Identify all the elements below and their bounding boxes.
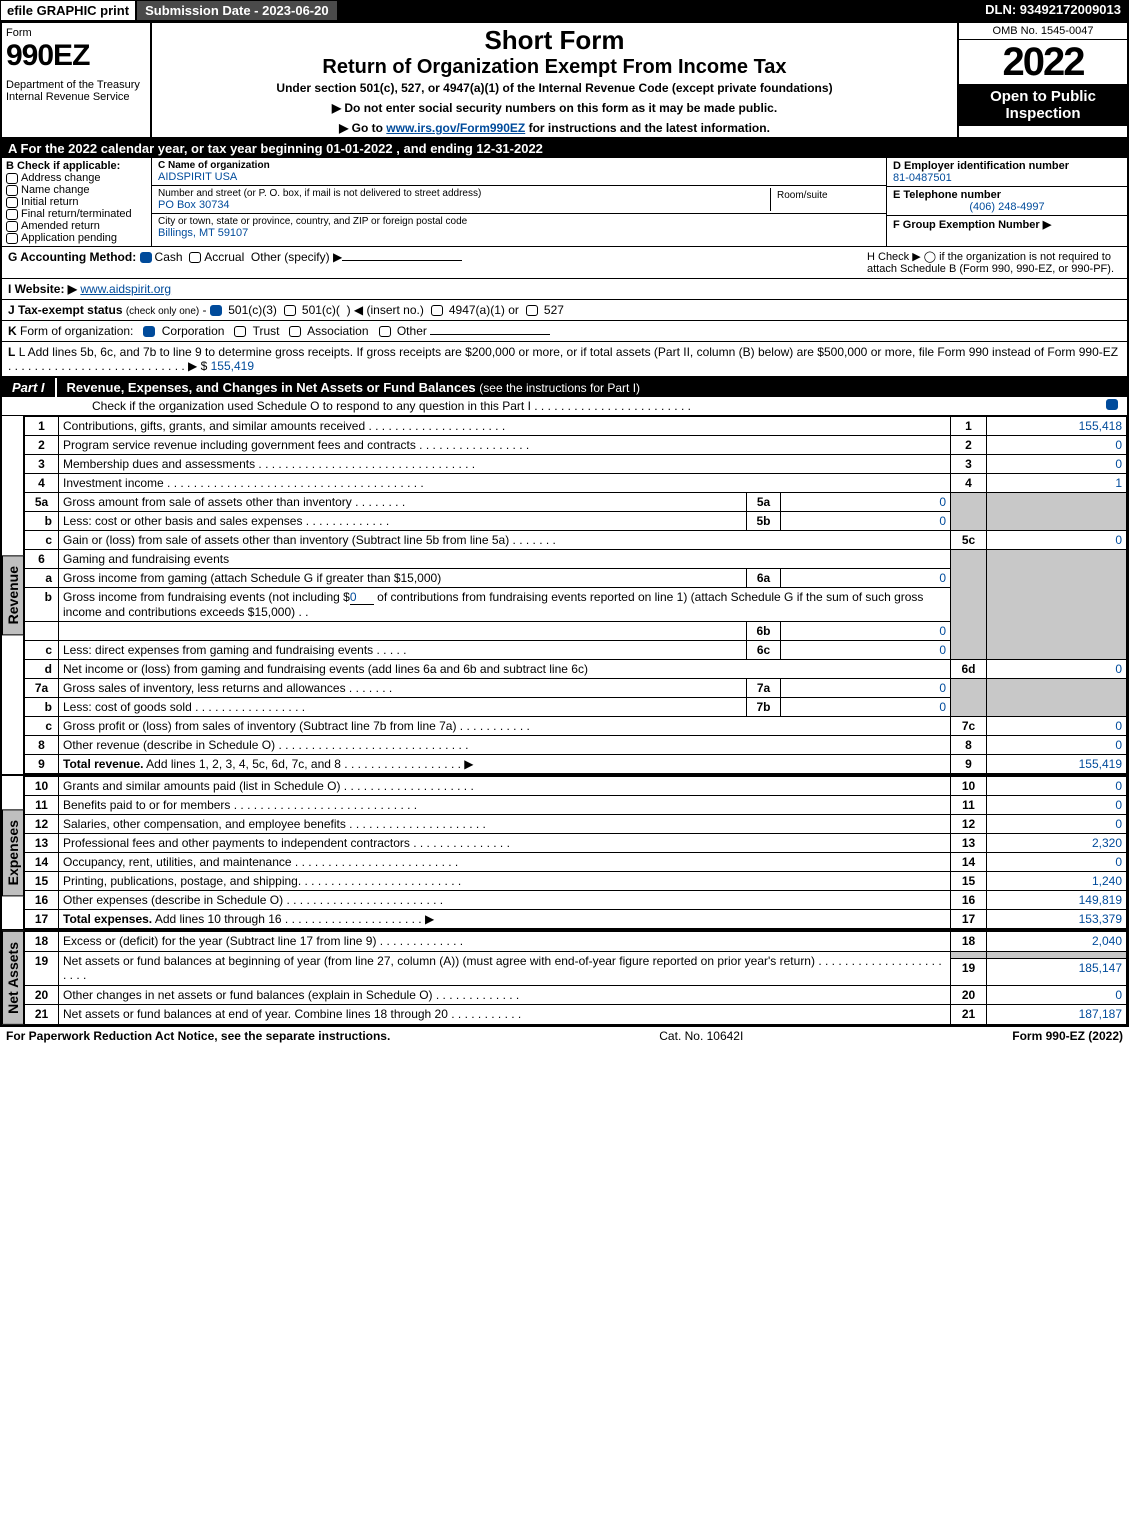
l-value: 155,419 [211, 359, 254, 373]
phone-value: (406) 248-4997 [893, 201, 1121, 213]
chk-527[interactable] [526, 305, 538, 316]
net-assets-side-label: Net Assets [2, 931, 24, 1025]
chk-name-change[interactable] [6, 185, 18, 196]
title-return: Return of Organization Exempt From Incom… [158, 56, 951, 79]
row-a-tax-year: A For the 2022 calendar year, or tax yea… [2, 139, 1127, 158]
chk-schedule-o[interactable]: ☑ [1106, 399, 1118, 410]
b-label: B Check if applicable: [6, 160, 147, 172]
chk-trust[interactable] [234, 326, 246, 337]
public-inspection: Open to Public Inspection [959, 84, 1127, 126]
website-link[interactable]: www.aidspirit.org [80, 282, 171, 296]
footer-left: For Paperwork Reduction Act Notice, see … [6, 1029, 390, 1043]
chk-address-change[interactable] [6, 173, 18, 184]
chk-initial-return[interactable] [6, 197, 18, 208]
opt-name-change: Name change [21, 184, 90, 196]
opt-final-return: Final return/terminated [21, 208, 132, 220]
chk-amended-return[interactable] [6, 221, 18, 232]
chk-other-org[interactable] [379, 326, 391, 337]
g-other: Other (specify) ▶ [251, 250, 342, 264]
part-i-help: Check if the organization used Schedule … [2, 397, 1127, 416]
part-i-note: (see the instructions for Part I) [479, 381, 640, 395]
efile-print-button[interactable]: efile GRAPHIC print [0, 0, 136, 21]
dept-label: Department of the Treasury Internal Reve… [6, 79, 146, 103]
h-text: H Check ▶ ◯ if the organization is not r… [861, 250, 1121, 275]
l-text: L Add lines 5b, 6c, and 7b to line 9 to … [8, 345, 1118, 373]
part-i-num: Part I [2, 378, 57, 397]
inst2-pre: ▶ Go to [339, 121, 386, 135]
d-ein-label: D Employer identification number [893, 160, 1121, 172]
expenses-side-label: Expenses [2, 809, 24, 896]
instruction-1: ▶ Do not enter social security numbers o… [158, 101, 951, 115]
chk-association[interactable] [289, 326, 301, 337]
net-assets-table: 18Excess or (deficit) for the year (Subt… [24, 931, 1127, 1025]
part-i-bar: Part I Revenue, Expenses, and Changes in… [2, 378, 1127, 397]
col-b-checkboxes: B Check if applicable: Address change Na… [2, 158, 152, 246]
revenue-side-label: Revenue [2, 555, 24, 635]
opt-address-change: Address change [21, 172, 101, 184]
org-city: Billings, MT 59107 [158, 227, 880, 239]
omb-number: OMB No. 1545-0047 [959, 23, 1127, 40]
g-accrual: Accrual [204, 250, 244, 264]
inst2-post: for instructions and the latest informat… [525, 121, 770, 135]
c-room-label: Room/suite [777, 190, 874, 201]
e-phone-label: E Telephone number [893, 189, 1121, 201]
chk-accrual[interactable] [189, 252, 201, 263]
chk-501c3[interactable]: ✓ [210, 305, 222, 316]
footer-catno: Cat. No. 10642I [659, 1029, 743, 1043]
g-cash: Cash [155, 250, 183, 264]
instruction-2: ▶ Go to www.irs.gov/Form990EZ for instru… [158, 121, 951, 135]
expenses-section: Expenses 10Grants and similar amounts pa… [2, 776, 1127, 931]
dln: DLN: 93492172009013 [977, 0, 1129, 21]
f-group-label: F Group Exemption Number ▶ [893, 219, 1051, 231]
revenue-table: 1Contributions, gifts, grants, and simil… [24, 416, 1127, 774]
g-label: G Accounting Method: [8, 250, 136, 264]
identity-section: B Check if applicable: Address change Na… [2, 158, 1127, 247]
chk-application-pending[interactable] [6, 233, 18, 244]
top-bar: efile GRAPHIC print Submission Date - 20… [0, 0, 1129, 21]
row-j-status: J Tax-exempt status (check only one) - ✓… [2, 300, 1127, 321]
tax-year: 2022 [959, 40, 1127, 84]
net-assets-section: Net Assets 18Excess or (deficit) for the… [2, 931, 1127, 1025]
row-k-org-form: K Form of organization: ✓ Corporation Tr… [2, 321, 1127, 342]
col-d-ein-phone: D Employer identification number 81-0487… [887, 158, 1127, 246]
expenses-table: 10Grants and similar amounts paid (list … [24, 776, 1127, 929]
part-i-help-text: Check if the organization used Schedule … [92, 399, 691, 413]
row-l-gross-receipts: L L Add lines 5b, 6c, and 7b to line 9 t… [2, 342, 1127, 378]
chk-final-return[interactable] [6, 209, 18, 220]
opt-amended-return: Amended return [21, 220, 100, 232]
revenue-section: Revenue 1Contributions, gifts, grants, a… [2, 416, 1127, 776]
form-id-block: Form 990EZ Department of the Treasury In… [2, 23, 152, 137]
form-header: Form 990EZ Department of the Treasury In… [2, 23, 1127, 139]
org-name: AIDSPIRIT USA [158, 171, 880, 183]
c-city-label: City or town, state or province, country… [158, 216, 880, 227]
g-other-input[interactable] [342, 260, 462, 261]
chk-corporation[interactable]: ✓ [143, 326, 155, 337]
c-name-label: C Name of organization [158, 160, 880, 171]
org-street: PO Box 30734 [158, 199, 770, 211]
k-other-input[interactable] [430, 334, 550, 335]
col-c-org-info: C Name of organization AIDSPIRIT USA Num… [152, 158, 887, 246]
opt-initial-return: Initial return [21, 196, 78, 208]
footer-right: Form 990-EZ (2022) [1012, 1029, 1123, 1043]
form-number: 990EZ [6, 39, 146, 73]
i-label: I Website: ▶ [8, 282, 77, 296]
form-title-block: Short Form Return of Organization Exempt… [152, 23, 957, 137]
form-container: Form 990EZ Department of the Treasury In… [0, 21, 1129, 1027]
ein-value: 81-0487501 [893, 172, 1121, 184]
row-i-website: I Website: ▶ www.aidspirit.org [2, 279, 1127, 300]
chk-501c[interactable] [284, 305, 296, 316]
chk-cash[interactable]: ✓ [140, 252, 152, 263]
subtitle: Under section 501(c), 527, or 4947(a)(1)… [158, 81, 951, 95]
c-street-label: Number and street (or P. O. box, if mail… [158, 188, 770, 199]
row-g-h: G Accounting Method: ✓Cash Accrual Other… [2, 247, 1127, 279]
instructions-link[interactable]: www.irs.gov/Form990EZ [386, 121, 525, 135]
title-short-form: Short Form [158, 25, 951, 56]
submission-date: Submission Date - 2023-06-20 [136, 0, 338, 21]
year-block: OMB No. 1545-0047 2022 Open to Public In… [957, 23, 1127, 137]
part-i-title: Revenue, Expenses, and Changes in Net As… [67, 380, 476, 395]
page-footer: For Paperwork Reduction Act Notice, see … [0, 1027, 1129, 1045]
form-label: Form [6, 27, 146, 39]
chk-4947[interactable] [431, 305, 443, 316]
opt-application-pending: Application pending [21, 232, 117, 244]
